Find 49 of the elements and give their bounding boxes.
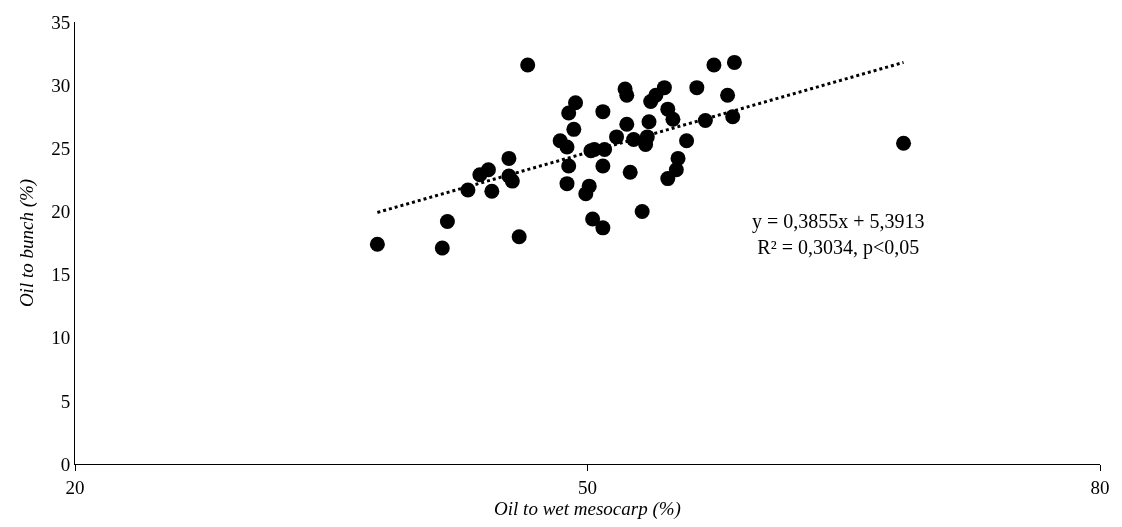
- point: [520, 57, 536, 73]
- point: [484, 183, 500, 199]
- point: [689, 80, 705, 96]
- point: [559, 139, 575, 155]
- annotation: y = 0,3855x + 5,3913 R² = 0,3034, p<0,05: [752, 210, 925, 259]
- y-tick-label: 5: [60, 390, 71, 412]
- x-axis-title: Oil to wet mesocarp (%): [494, 497, 681, 520]
- point: [706, 57, 722, 73]
- y-tick-label: 15: [51, 264, 71, 286]
- point: [679, 133, 695, 149]
- point: [504, 173, 520, 189]
- point: [641, 114, 657, 130]
- point: [511, 229, 527, 245]
- y-tick-label: 35: [51, 11, 71, 33]
- point: [561, 105, 577, 121]
- y-tick-label: 0: [60, 453, 71, 475]
- point: [725, 109, 741, 125]
- point: [595, 158, 611, 174]
- point: [595, 104, 611, 120]
- point: [634, 203, 650, 219]
- y-tick-label: 20: [51, 201, 71, 223]
- point: [643, 94, 659, 110]
- point: [439, 214, 455, 230]
- point: [660, 171, 676, 187]
- point: [720, 87, 736, 103]
- y-axis-title: Oil to bunch (%): [16, 178, 39, 308]
- point: [665, 111, 681, 127]
- point: [578, 186, 594, 202]
- point: [585, 211, 601, 227]
- point: [668, 162, 684, 178]
- y-tick-label: 10: [51, 327, 71, 349]
- x-tick-label: 50: [578, 476, 597, 498]
- point: [369, 236, 385, 252]
- point: [472, 167, 488, 183]
- point: [896, 135, 912, 151]
- y-tick-label: 25: [51, 137, 71, 159]
- y-tick-label: 30: [51, 74, 71, 96]
- point: [501, 150, 517, 166]
- point: [568, 95, 584, 111]
- point: [434, 240, 450, 256]
- point: [609, 129, 625, 145]
- point: [726, 54, 742, 70]
- point: [566, 121, 582, 137]
- point: [561, 158, 577, 174]
- point: [559, 176, 575, 192]
- point: [622, 164, 638, 180]
- point: [619, 116, 635, 132]
- x-tick-label: 80: [1090, 476, 1110, 498]
- point: [595, 220, 611, 236]
